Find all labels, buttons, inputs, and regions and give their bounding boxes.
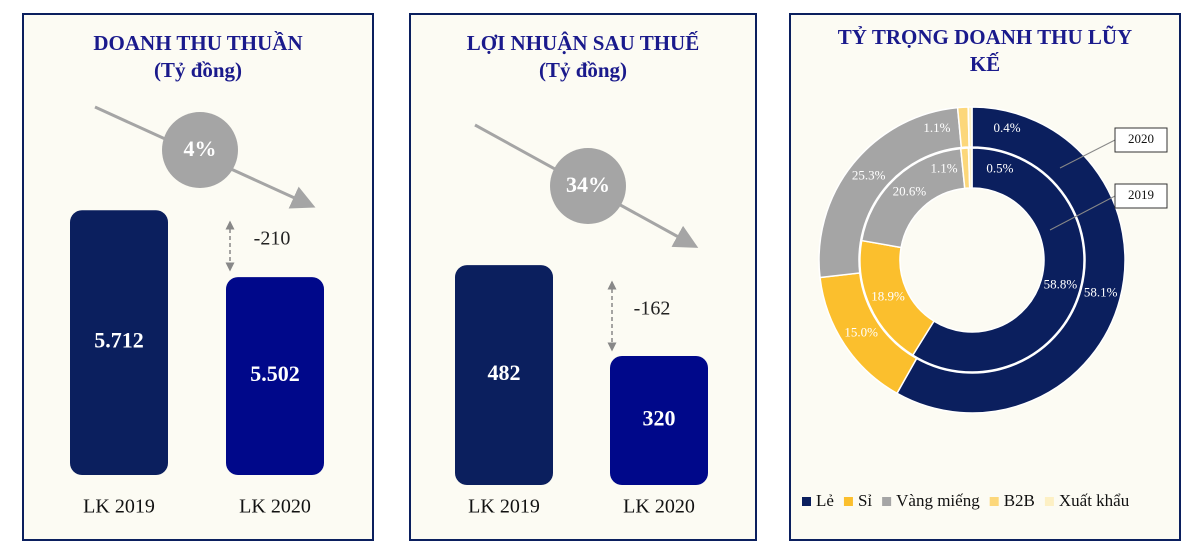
chart-title: LỢI NHUẬN SAU THUẾ (Tỷ đồng): [410, 30, 756, 84]
donut-slice: [967, 147, 973, 189]
chart-title: DOANH THU THUẦN (Tỷ đồng): [23, 30, 373, 84]
slice-label: 18.9%: [871, 288, 905, 303]
slice-label: 0.4%: [994, 120, 1021, 135]
change-label: 4%: [184, 136, 217, 161]
change-label: 34%: [566, 172, 610, 197]
category-label: LK 2019: [83, 496, 155, 518]
legend-swatch: [802, 497, 811, 506]
series-label: 2019: [1128, 187, 1154, 202]
bar: [70, 210, 168, 476]
slice-label: 58.1%: [1084, 285, 1118, 300]
value-label: 320: [643, 406, 676, 431]
legend-label: B2B: [1004, 491, 1035, 510]
title: DOANH THU THUẦN: [93, 31, 303, 55]
chart-title: TỶ TRỌNG DOANH THU LŨY KẾ: [837, 25, 1133, 76]
donut-slice: [911, 147, 1085, 373]
callout-line: [1059, 139, 1116, 169]
value-label: 5.502: [250, 361, 300, 386]
legend-label: Lẻ: [816, 491, 834, 510]
bar: [226, 277, 324, 475]
series-label: 2020: [1128, 131, 1154, 146]
category-label: LK 2020: [623, 496, 695, 518]
legend-swatch: [1044, 497, 1054, 506]
slice-label: 58.8%: [1044, 276, 1078, 291]
legend-label: Vàng miếng: [896, 491, 980, 510]
subtitle: (Tỷ đồng): [153, 58, 243, 82]
slice-label: 1.1%: [923, 120, 950, 135]
slice-label: 20.6%: [893, 184, 927, 199]
legend-swatch: [843, 497, 853, 506]
value-label: 5.712: [94, 328, 144, 353]
legend-swatch: [882, 497, 892, 506]
callout-line: [1049, 195, 1116, 231]
category-label: LK 2019: [468, 496, 540, 518]
bar: [455, 265, 553, 485]
title: LỢI NHUẬN SAU THUẾ: [466, 31, 700, 55]
value-label: 482: [488, 360, 521, 385]
change-badge: [162, 112, 238, 188]
change-badge: [550, 148, 626, 224]
series-box: [1114, 127, 1168, 153]
category-label: LK 2020: [239, 496, 311, 518]
series-box: [1114, 183, 1168, 209]
bar: [610, 355, 708, 485]
slice-label: 15.0%: [844, 325, 878, 340]
donut-slice: [895, 106, 1126, 414]
difference-label: -210: [254, 228, 291, 250]
slice-label: 0.5%: [986, 160, 1013, 175]
slice-label: 25.3%: [852, 167, 886, 182]
donut-slice: [967, 106, 973, 148]
subtitle: (Tỷ đồng): [538, 58, 628, 82]
legend-label: Sỉ: [858, 491, 872, 510]
difference-label: -162: [634, 298, 671, 320]
slice-label: 1.1%: [930, 160, 957, 175]
legend-label: Xuất khẩu: [1059, 491, 1130, 510]
legend-swatch: [989, 497, 999, 506]
